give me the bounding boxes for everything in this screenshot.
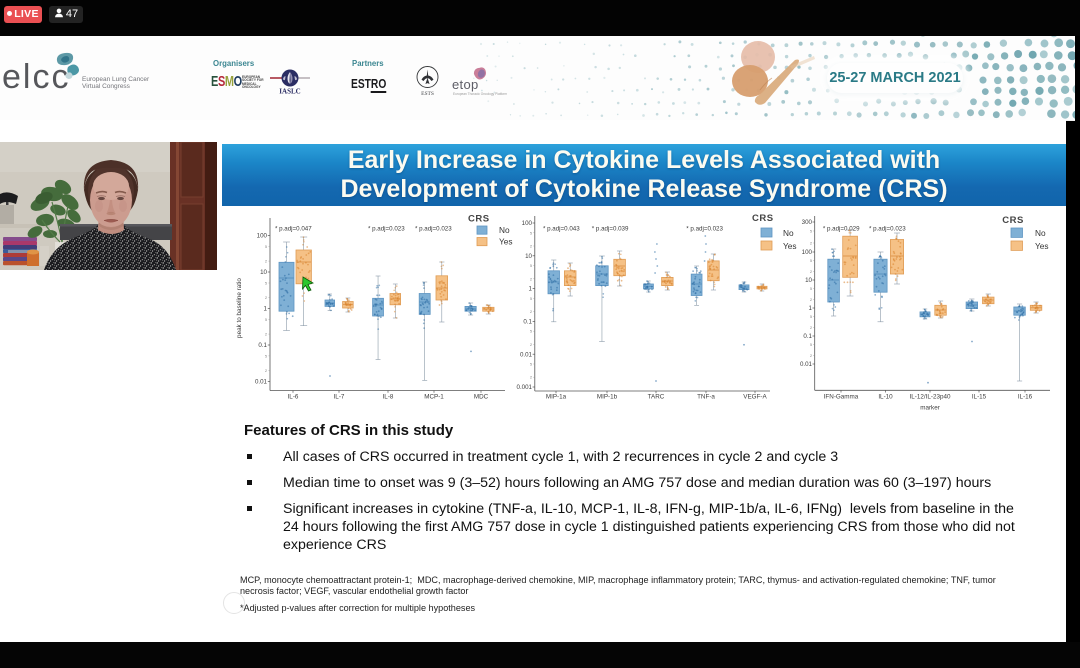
svg-text:5: 5: [810, 230, 812, 234]
svg-text:2: 2: [265, 333, 267, 337]
svg-text:2: 2: [810, 270, 812, 274]
svg-text:10: 10: [805, 277, 812, 284]
svg-text:0.1: 0.1: [258, 342, 267, 349]
svg-text:0.01: 0.01: [800, 361, 813, 368]
svg-text:5: 5: [265, 318, 267, 322]
svg-text:2: 2: [530, 245, 532, 249]
svg-text:peak to baseline ratio: peak to baseline ratio: [236, 278, 243, 338]
svg-text:300: 300: [802, 219, 813, 226]
svg-text:5: 5: [265, 245, 267, 249]
svg-text:* p.adj=0.023: * p.adj=0.023: [368, 226, 405, 233]
svg-text:MIP-1b: MIP-1b: [597, 394, 618, 401]
svg-text:2: 2: [265, 260, 267, 264]
svg-text:IL-16: IL-16: [1018, 394, 1033, 401]
svg-text:5: 5: [530, 330, 532, 334]
svg-text:* p.adj=0.029: * p.adj=0.029: [823, 226, 860, 233]
svg-text:IL-7: IL-7: [334, 394, 345, 401]
svg-text:IFN-Gamma: IFN-Gamma: [824, 394, 859, 401]
svg-text:* p.adj=0.023: * p.adj=0.023: [869, 226, 906, 233]
svg-text:IL-15: IL-15: [972, 394, 987, 401]
svg-text:10: 10: [525, 253, 532, 260]
svg-text:marker: marker: [920, 405, 940, 412]
svg-text:MDC: MDC: [474, 394, 489, 401]
svg-text:5: 5: [265, 354, 267, 358]
svg-text:TNF-a: TNF-a: [697, 394, 715, 401]
svg-text:100: 100: [257, 233, 268, 240]
svg-text:5: 5: [810, 259, 812, 263]
svg-text:2: 2: [810, 354, 812, 358]
svg-text:2: 2: [810, 242, 812, 246]
svg-text:* p.adj=0.039: * p.adj=0.039: [592, 226, 629, 233]
svg-text:* p.adj=0.023: * p.adj=0.023: [415, 226, 452, 233]
svg-text:2: 2: [265, 369, 267, 373]
svg-text:5: 5: [265, 282, 267, 286]
svg-text:1: 1: [264, 306, 268, 313]
svg-text:2: 2: [530, 277, 532, 281]
svg-text:No: No: [1035, 228, 1046, 238]
svg-text:CRS: CRS: [1002, 215, 1024, 226]
svg-text:MIP-1a: MIP-1a: [546, 394, 567, 401]
svg-text:0.1: 0.1: [803, 333, 812, 340]
svg-text:0.01: 0.01: [520, 351, 533, 358]
svg-text:Yes: Yes: [783, 241, 797, 251]
svg-text:5: 5: [810, 315, 812, 319]
svg-text:2: 2: [530, 343, 532, 347]
svg-text:CRS: CRS: [752, 213, 774, 224]
svg-text:* p.adj=0.043: * p.adj=0.043: [543, 226, 580, 233]
svg-text:5: 5: [810, 287, 812, 291]
svg-text:ESTS: ESTS: [421, 91, 434, 97]
svg-text:2: 2: [530, 310, 532, 314]
svg-text:* p.adj=0.023: * p.adj=0.023: [686, 226, 723, 233]
svg-text:100: 100: [522, 220, 533, 227]
svg-text:IASLC: IASLC: [279, 88, 300, 96]
svg-text:IL-12/IL-23p40: IL-12/IL-23p40: [910, 394, 951, 401]
svg-text:2: 2: [530, 376, 532, 380]
svg-text:Yes: Yes: [499, 237, 513, 247]
svg-text:CRS: CRS: [468, 214, 490, 225]
svg-text:0.01: 0.01: [255, 379, 268, 386]
svg-text:Yes: Yes: [1035, 241, 1049, 251]
svg-text:No: No: [783, 228, 794, 238]
svg-text:5: 5: [530, 231, 532, 235]
svg-text:5: 5: [530, 297, 532, 301]
svg-text:MCP-1: MCP-1: [424, 394, 444, 401]
svg-text:2: 2: [810, 326, 812, 330]
svg-text:2: 2: [265, 296, 267, 300]
svg-text:IL-8: IL-8: [383, 394, 394, 401]
svg-text:2: 2: [810, 298, 812, 302]
svg-text:5: 5: [530, 264, 532, 268]
svg-text:1: 1: [809, 305, 813, 312]
svg-text:* p.adj=0.047: * p.adj=0.047: [275, 226, 312, 233]
svg-text:0.1: 0.1: [523, 319, 532, 326]
svg-text:VEGF-A: VEGF-A: [743, 394, 767, 401]
svg-text:10: 10: [260, 269, 267, 276]
svg-text:IL-10: IL-10: [878, 394, 893, 401]
svg-text:100: 100: [802, 249, 813, 256]
svg-text:TARC: TARC: [648, 394, 665, 401]
svg-text:5: 5: [810, 343, 812, 347]
svg-text:IL-6: IL-6: [288, 394, 299, 401]
svg-text:1: 1: [529, 286, 533, 293]
svg-text:No: No: [499, 225, 510, 235]
svg-text:0.001: 0.001: [517, 384, 533, 391]
svg-text:5: 5: [530, 363, 532, 367]
